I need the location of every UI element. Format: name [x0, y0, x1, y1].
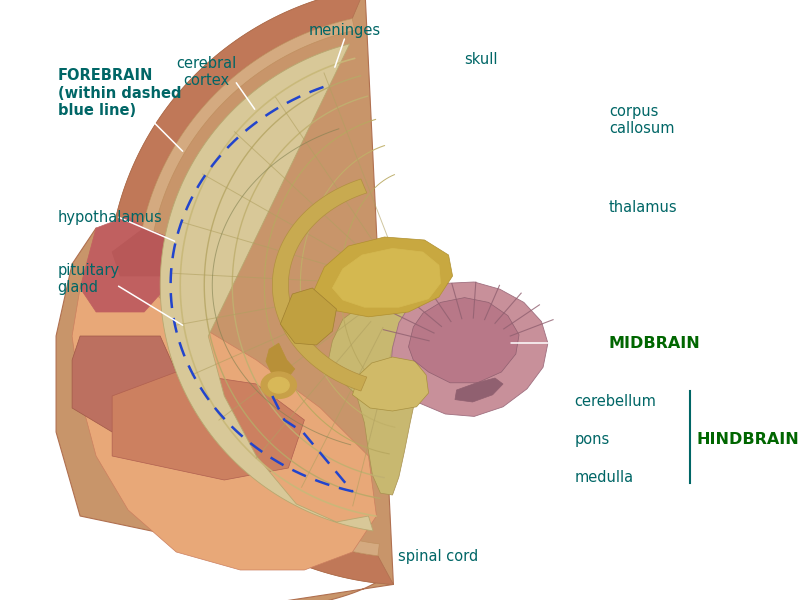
Text: FOREBRAIN
(within dashed
blue line): FOREBRAIN (within dashed blue line) — [58, 68, 181, 118]
Polygon shape — [72, 228, 376, 570]
Polygon shape — [160, 44, 373, 531]
Text: skull: skull — [464, 52, 497, 67]
Polygon shape — [409, 298, 519, 383]
Polygon shape — [272, 179, 367, 391]
Polygon shape — [352, 357, 429, 411]
Text: hypothalamus: hypothalamus — [58, 209, 163, 224]
Circle shape — [268, 377, 289, 393]
Text: cerebellum: cerebellum — [574, 395, 656, 409]
Polygon shape — [136, 19, 380, 556]
Text: pons: pons — [574, 432, 610, 446]
Polygon shape — [332, 248, 441, 307]
Text: corpus
callosum: corpus callosum — [609, 104, 674, 136]
Text: MIDBRAIN: MIDBRAIN — [609, 335, 701, 350]
Polygon shape — [327, 301, 429, 495]
Polygon shape — [391, 282, 548, 416]
Text: thalamus: thalamus — [609, 199, 678, 214]
Text: HINDBRAIN: HINDBRAIN — [697, 432, 799, 446]
Polygon shape — [72, 336, 176, 432]
Polygon shape — [80, 216, 176, 312]
Polygon shape — [56, 0, 393, 600]
Polygon shape — [112, 228, 176, 276]
Polygon shape — [280, 288, 336, 345]
Text: pituitary
gland: pituitary gland — [58, 263, 120, 295]
Text: cerebral
cortex: cerebral cortex — [176, 56, 237, 88]
Text: medulla: medulla — [574, 469, 634, 485]
Polygon shape — [455, 378, 503, 402]
Polygon shape — [112, 372, 304, 480]
Polygon shape — [312, 237, 453, 317]
Text: meninges: meninges — [308, 22, 380, 37]
Text: spinal cord: spinal cord — [398, 550, 478, 564]
Circle shape — [261, 372, 296, 398]
Polygon shape — [108, 0, 393, 584]
Polygon shape — [266, 343, 295, 379]
